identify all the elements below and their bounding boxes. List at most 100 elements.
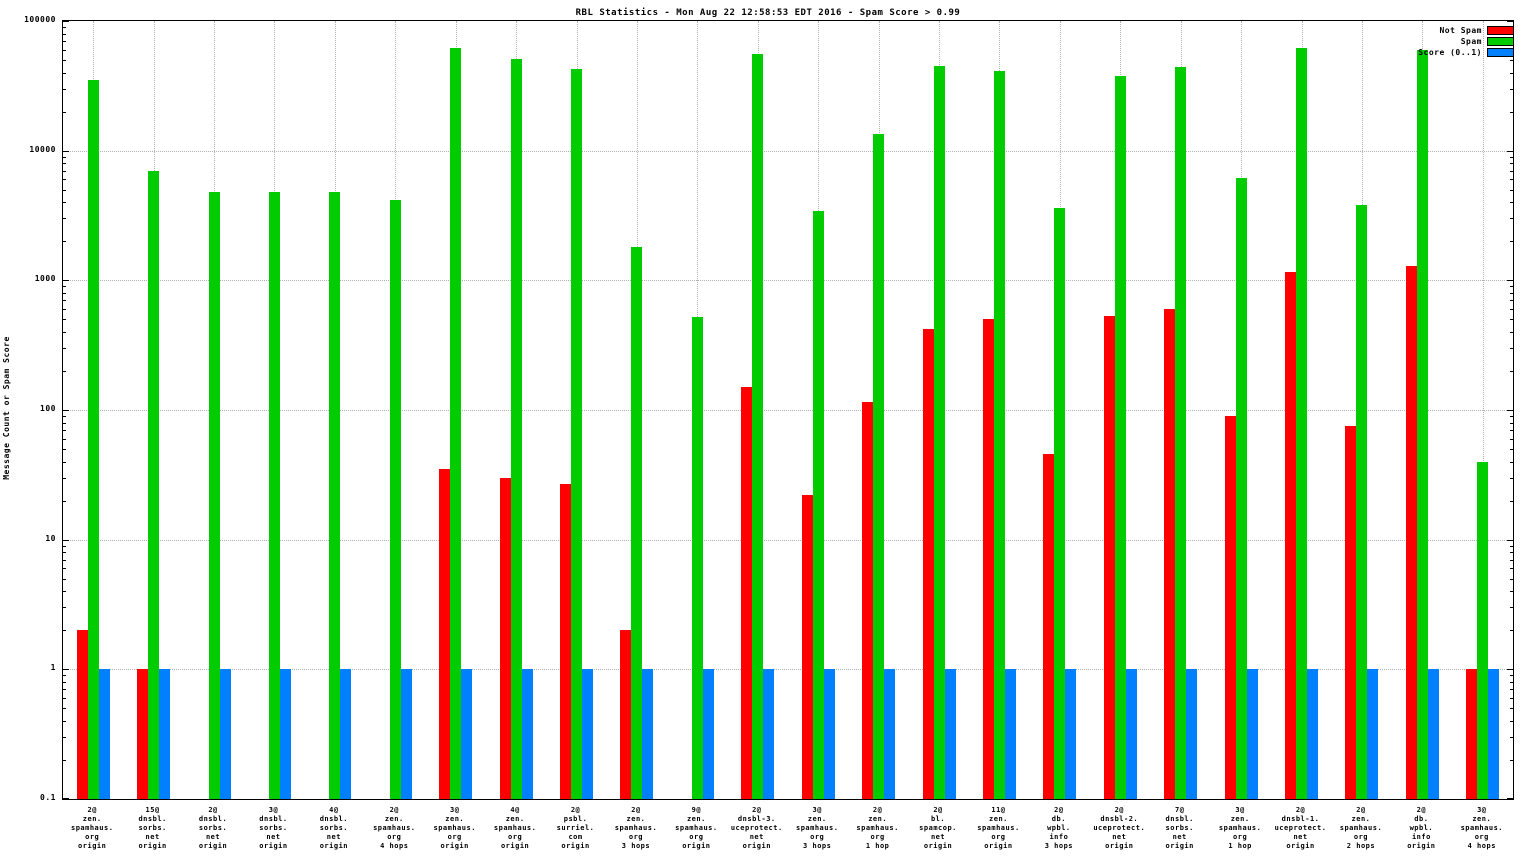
bar-score	[461, 669, 473, 799]
bar-spam	[691, 317, 703, 799]
bar-score	[219, 669, 231, 799]
y-minor-tick	[1510, 72, 1513, 74]
y-gridline	[63, 539, 1513, 541]
bar-score	[159, 669, 171, 799]
y-minor-tick	[63, 319, 66, 321]
y-gridline	[63, 669, 1513, 671]
bar-score	[763, 669, 775, 799]
y-minor-tick	[1510, 630, 1513, 632]
y-minor-tick	[1510, 698, 1513, 700]
y-minor-tick	[63, 430, 66, 432]
bar-not-spam	[1466, 669, 1478, 799]
bar-score	[582, 669, 594, 799]
legend-label: Spam	[1460, 37, 1482, 46]
y-gridline	[63, 280, 1513, 282]
x-category-label: 4@ zen. spamhaus. org origin	[493, 806, 537, 850]
x-category-label: 3@ zen. spamhaus. org 4 hops	[1460, 806, 1503, 850]
y-minor-tick	[63, 552, 66, 554]
y-minor-tick	[1510, 500, 1513, 502]
x-category-label: 2@ dnsbl-3. uceprotect. net origin	[730, 806, 783, 850]
x-category-label: 2@ db. wpbl. info 3 hops	[1044, 806, 1074, 850]
y-minor-tick	[63, 500, 66, 502]
bar-score	[98, 669, 110, 799]
y-minor-tick	[1510, 422, 1513, 424]
bar-score	[1427, 669, 1439, 799]
bar-score	[1065, 669, 1077, 799]
y-minor-tick	[63, 568, 66, 570]
bar-spam	[208, 192, 220, 799]
x-category-label: 11@ zen. spamhaus. org origin	[977, 806, 1020, 850]
y-major-tick	[1507, 150, 1513, 152]
y-major-tick	[1507, 539, 1513, 541]
y-major-tick	[1507, 280, 1513, 282]
x-category-label: 4@ dnsbl. sorbs. net origin	[319, 806, 349, 850]
y-minor-tick	[63, 60, 66, 62]
bar-not-spam	[862, 402, 874, 799]
legend-swatch	[1487, 48, 1514, 57]
y-minor-tick	[1510, 370, 1513, 372]
y-minor-tick	[63, 578, 66, 580]
y-minor-tick	[63, 170, 66, 172]
bar-not-spam	[1164, 309, 1176, 799]
x-category-label: 2@ bl. spamcop. net origin	[919, 806, 957, 850]
bar-spam	[450, 47, 462, 799]
y-minor-tick	[63, 461, 66, 463]
bar-spam	[1356, 205, 1368, 799]
bar-score	[400, 669, 412, 799]
y-major-tick	[1507, 798, 1513, 799]
bar-spam	[933, 65, 945, 799]
y-minor-tick	[63, 415, 66, 417]
x-category-label: 2@ zen. spamhaus. org 2 hops	[1339, 806, 1383, 850]
y-minor-tick	[63, 759, 66, 761]
y-minor-tick	[63, 300, 66, 302]
bar-spam	[812, 211, 824, 799]
x-category-label: 2@ zen. spamhaus. org 1 hop	[856, 806, 899, 850]
y-minor-tick	[1510, 156, 1513, 158]
y-minor-tick	[63, 720, 66, 722]
bar-spam	[993, 71, 1005, 799]
bar-spam	[1296, 47, 1308, 799]
y-minor-tick	[1510, 163, 1513, 165]
bar-spam	[389, 199, 401, 799]
y-minor-tick	[63, 218, 66, 220]
x-category-label: 2@ zen. spamhaus. org 3 hops	[614, 806, 658, 850]
x-category-label: 2@ psbl. surriel. com origin	[556, 806, 595, 850]
bar-not-spam	[741, 387, 753, 799]
x-category-label: 2@ dnsbl-1. uceprotect. net origin	[1274, 806, 1327, 850]
legend-row: Score (0..1)	[1418, 48, 1514, 57]
y-tick-label: 10000	[29, 144, 56, 154]
y-gridline	[63, 410, 1513, 411]
bar-spam	[268, 192, 280, 799]
y-minor-tick	[63, 189, 66, 191]
bar-score	[1246, 669, 1258, 799]
y-minor-tick	[1510, 591, 1513, 593]
y-minor-tick	[63, 26, 66, 28]
bar-spam	[148, 170, 160, 799]
y-minor-tick	[63, 370, 66, 372]
y-major-tick	[63, 798, 69, 799]
y-minor-tick	[63, 449, 66, 451]
bar-spam	[631, 247, 643, 799]
y-minor-tick	[63, 309, 66, 311]
bar-spam	[87, 80, 99, 799]
y-minor-tick	[63, 88, 66, 90]
y-minor-tick	[1510, 309, 1513, 311]
y-minor-tick	[1510, 189, 1513, 191]
bar-not-spam	[1285, 272, 1297, 799]
bar-spam	[1175, 67, 1187, 799]
bar-spam	[329, 192, 341, 799]
y-minor-tick	[1510, 331, 1513, 333]
y-minor-tick	[63, 286, 66, 288]
y-minor-tick	[1510, 720, 1513, 722]
legend-row: Not Spam	[1418, 26, 1514, 35]
bar-not-spam	[1043, 453, 1055, 799]
y-minor-tick	[1510, 559, 1513, 561]
bar-score	[1307, 669, 1319, 799]
x-category-label: 3@ zen. spamhaus. org 1 hop	[1218, 806, 1262, 850]
y-minor-tick	[63, 422, 66, 424]
y-minor-tick	[63, 156, 66, 158]
bar-not-spam	[620, 630, 632, 799]
bar-not-spam	[1103, 316, 1115, 799]
y-minor-tick	[1510, 60, 1513, 62]
bar-score	[1367, 669, 1379, 799]
